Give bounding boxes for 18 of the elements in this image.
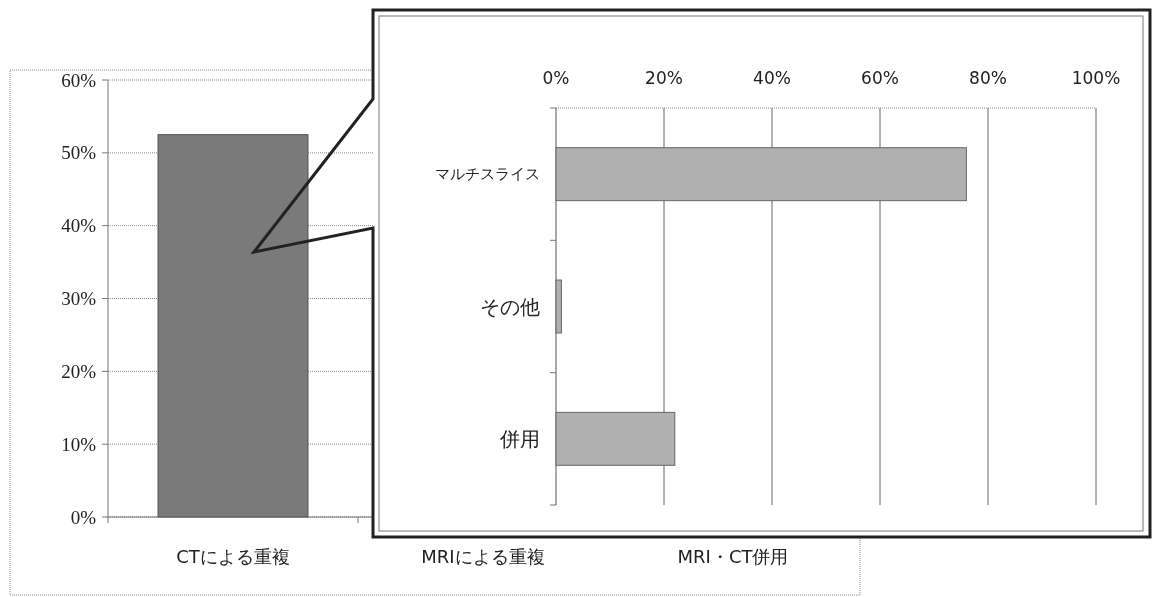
x-tick-label: MRI・CT併用	[677, 546, 789, 567]
x-tick-label: 80%	[969, 68, 1007, 88]
y-tick-label: 50%	[61, 142, 97, 164]
y-tick-label: 0%	[70, 506, 97, 528]
x-tick-label: CTによる重複	[176, 546, 290, 567]
y-tick-label: 30%	[61, 288, 97, 310]
y-tick-label: 併用	[499, 426, 540, 451]
x-tick-label: 100%	[1071, 68, 1121, 88]
x-tick-label: 20%	[645, 68, 683, 88]
x-tick-label: 0%	[542, 68, 570, 88]
x-tick-label: MRIによる重複	[421, 546, 545, 567]
y-tick-label: 10%	[61, 433, 97, 455]
y-tick-label: 20%	[61, 360, 97, 382]
x-tick-label: 60%	[861, 68, 899, 88]
x-tick-label: 40%	[753, 68, 791, 88]
y-tick-label: 40%	[61, 215, 97, 237]
y-tick-label: その他	[480, 294, 540, 319]
y-tick-label: マルチスライス	[435, 165, 540, 184]
